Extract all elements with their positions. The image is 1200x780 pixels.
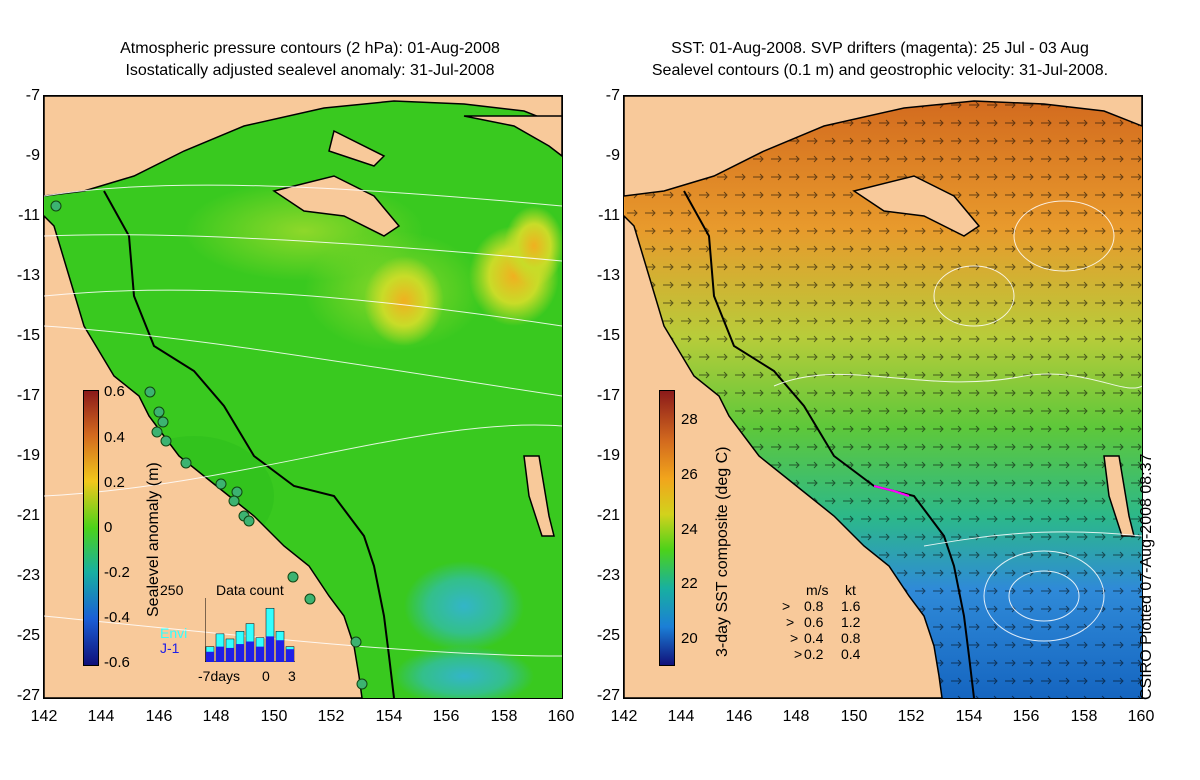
lat-tick: -11 [598,207,620,224]
lon-tick: 154 [955,708,983,725]
left-title-line2: Isostatically adjusted sealevel anomaly:… [125,62,495,79]
inset-x-zero: 0 [262,668,270,684]
inset-x-right: 3 [288,668,296,684]
right-title-line1: SST: 01-Aug-2008. SVP drifters (magenta)… [671,40,1089,57]
left-panel-title: Atmospheric pressure contours (2 hPa): 0… [60,38,560,82]
legend-ms: 0.4 [804,630,824,646]
j1-bar [276,640,284,662]
legend-kt: 1.2 [841,614,861,630]
legend-j1: J-1 [160,640,180,656]
sla-tick: 0.2 [104,474,125,491]
lat-tick: -19 [16,447,40,464]
lat-tick: -11 [18,207,40,224]
lat-tick: -21 [16,507,40,524]
j1-bar [236,644,244,662]
sla-tick: -0.4 [104,609,130,626]
lon-tick: 152 [317,708,345,725]
lon-tick: 142 [610,708,638,725]
lon-tick: 150 [840,708,868,725]
right-panel-title: SST: 01-Aug-2008. SVP drifters (magenta)… [600,38,1160,82]
lon-tick: 160 [547,708,575,725]
lat-tick: -27 [16,687,40,704]
lon-tick: 156 [1012,708,1040,725]
lon-tick: 146 [145,708,173,725]
sla-tick: 0 [104,519,113,536]
lon-tick: 158 [1070,708,1098,725]
legend-kt: 1.6 [841,598,861,614]
sla-tick: -0.6 [104,654,130,671]
lon-tick: 150 [260,708,288,725]
left-title-line1: Atmospheric pressure contours (2 hPa): 0… [120,40,500,57]
lat-tick: -21 [596,507,620,524]
sla-tick: 0.6 [104,383,125,400]
legend-kt: 0.8 [841,630,861,646]
j1-bar [286,649,294,662]
arrow-icon: > [790,630,799,646]
lat-tick: -9 [605,147,620,164]
lon-tick: 160 [1127,708,1155,725]
legend-ms: 0.2 [804,646,824,662]
plot-credit: CSIRO Plotted 07-Aug-2008 08:37 [1138,453,1155,700]
lat-tick: -9 [25,147,40,164]
sst-tick: 28 [681,411,698,428]
arrow-icon: > [782,598,791,614]
j1-bar [226,647,234,662]
sealevel-anomaly-map [43,95,563,699]
lon-tick: 152 [897,708,925,725]
j1-bar [206,651,214,662]
arrow-icon: > [786,614,795,630]
legend-unit-ms: m/s [806,582,829,598]
lon-tick: 158 [490,708,518,725]
lat-tick: -27 [596,687,620,704]
legend-ms: 0.6 [804,614,824,630]
lon-tick: 156 [432,708,460,725]
sst-map-graphic [624,96,1142,698]
lat-tick: -7 [605,87,620,104]
lat-tick: -15 [16,327,40,344]
lat-tick: -13 [596,267,620,284]
lat-tick: -23 [16,567,40,584]
lat-tick: -15 [596,327,620,344]
lon-tick: 142 [30,708,58,725]
right-title-line2: Sealevel contours (0.1 m) and geostrophi… [651,62,1109,79]
lat-tick: -13 [16,267,40,284]
arrow-icon: > [794,646,803,662]
j1-bar [266,636,274,662]
legend-unit-kt: kt [845,582,856,598]
legend-envi: Envi [160,625,188,641]
sst-tick: 26 [681,466,698,483]
j1-bar [256,646,264,662]
lon-tick: 144 [87,708,115,725]
data-count-chart [205,598,295,662]
j1-bar [216,646,224,662]
sst-tick: 22 [681,575,698,592]
inset-x-left: -7days [198,668,241,684]
lon-tick: 148 [202,708,230,725]
lat-tick: -17 [596,387,620,404]
lon-tick: 154 [375,708,403,725]
sst-colorbar [659,390,675,666]
inset-title: Data count [216,582,284,598]
sealevel-colorbar [83,390,99,666]
lon-tick: 144 [667,708,695,725]
sealevel-map-graphic [44,96,562,698]
sla-tick: 0.4 [104,429,125,446]
lat-tick: -25 [16,627,40,644]
sst-map [623,95,1143,699]
legend-kt: 0.4 [841,646,861,662]
j1-bar [246,641,254,662]
inset-ymax: 250 [160,582,184,598]
lon-tick: 148 [782,708,810,725]
lat-tick: -23 [596,567,620,584]
sst-tick: 24 [681,521,698,538]
lon-tick: 146 [725,708,753,725]
sst-tick: 20 [681,630,698,647]
lat-tick: -17 [16,387,40,404]
sst-colorbar-label: 3-day SST composite (deg C) [714,446,731,657]
legend-ms: 0.8 [804,598,824,614]
lat-tick: -25 [596,627,620,644]
lat-tick: -7 [25,87,40,104]
sla-tick: -0.2 [104,564,130,581]
lat-tick: -19 [596,447,620,464]
